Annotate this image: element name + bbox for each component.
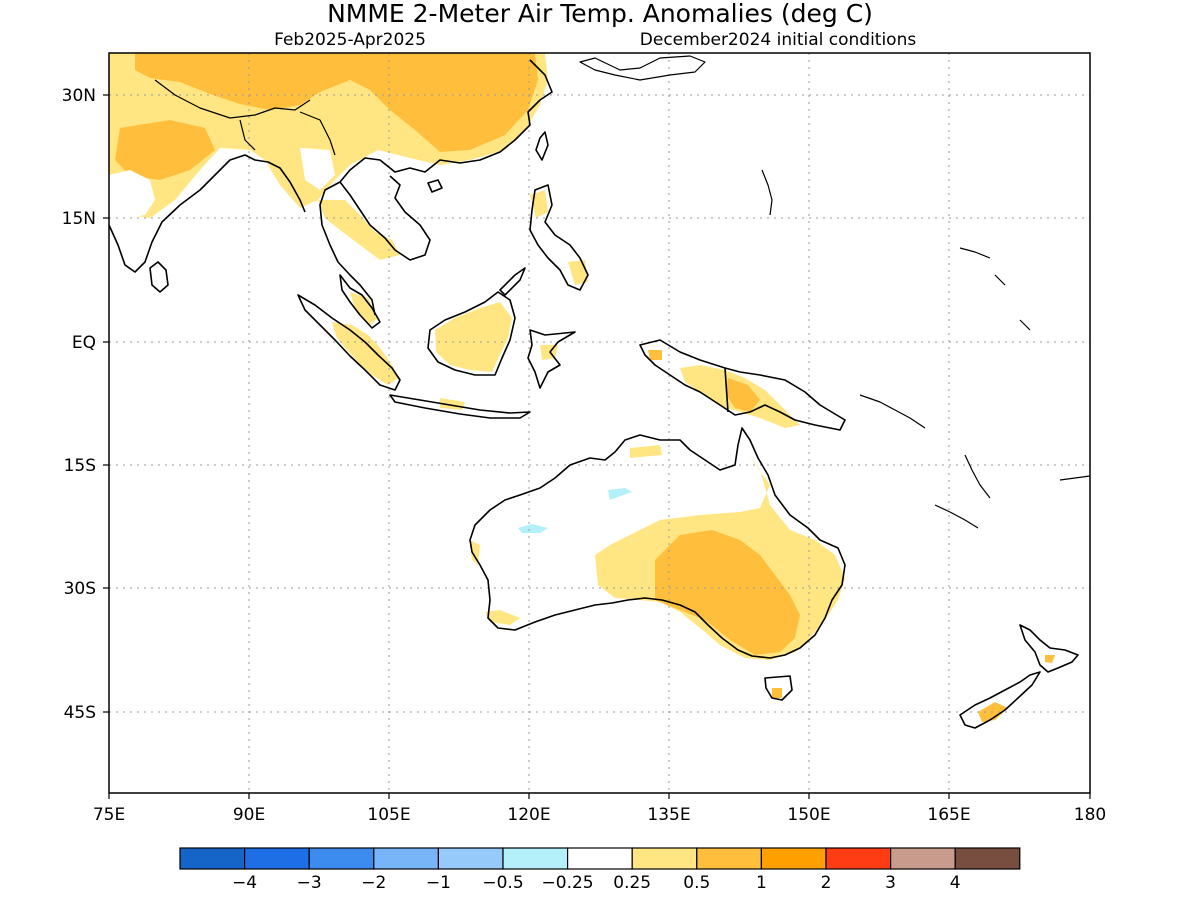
colorbar-label: 2 — [821, 873, 832, 893]
map-subtitle-right: December2024 initial conditions — [640, 30, 917, 50]
china-border — [154, 79, 336, 156]
indochina-warm — [318, 200, 400, 260]
colorbar-label: 1 — [756, 873, 767, 893]
colorbar-swatch — [437, 847, 504, 870]
colorbar-swatch — [889, 847, 956, 870]
coastlines — [109, 55, 1090, 729]
colorbar-label: 0.25 — [613, 873, 651, 893]
malay-peninsula — [339, 274, 381, 329]
tasmania-coast — [764, 675, 793, 701]
x-tick-label: 75E — [93, 805, 125, 825]
x-tick-label: 180 — [1074, 805, 1106, 825]
australia-cool — [518, 488, 632, 533]
y-tick-labels: 30N 15N EQ 15S 30S 45S — [62, 86, 96, 723]
borneo-coast — [427, 291, 516, 376]
colorbar-label: 4 — [950, 873, 961, 893]
myanmar-white — [300, 148, 335, 190]
anomaly-shading — [109, 53, 1055, 722]
colorbar — [179, 847, 1021, 870]
colorbar-swatch — [566, 847, 633, 870]
asia-coastline — [319, 59, 553, 316]
new-zealand-south — [959, 671, 1041, 729]
philippines-warm — [530, 190, 588, 285]
x-tick-label: 135E — [647, 805, 690, 825]
map-frame — [108, 52, 1091, 794]
sulawesi-coast — [527, 329, 576, 389]
sri-lanka — [149, 261, 169, 293]
colorbar-label: 3 — [885, 873, 896, 893]
new-guinea-coast — [639, 339, 846, 431]
map-title: NMME 2-Meter Air Temp. Anomalies (deg C) — [327, 0, 873, 28]
australia-coast — [469, 427, 846, 659]
colorbar-swatch — [179, 847, 246, 870]
hainan — [427, 179, 443, 193]
colorbar-label: −3 — [297, 873, 322, 893]
colorbar-labels: −4 −3 −2 −1 −0.5 −0.25 0.25 0.5 1 2 3 4 — [232, 873, 961, 893]
x-tick-labels: 75E 90E 105E 120E 135E 150E 165E 180 — [93, 805, 1106, 825]
pacific-islands — [761, 169, 1090, 529]
java-coast — [389, 394, 531, 419]
australia-core-warm — [655, 530, 800, 655]
y-tick-label: 30N — [62, 86, 96, 106]
y-tick-label: 45S — [64, 703, 96, 723]
japan-islands — [579, 55, 706, 81]
sumatra-coast — [297, 294, 401, 391]
axis-ticks — [103, 94, 1091, 799]
colorbar-swatch — [373, 847, 439, 870]
x-tick-label: 105E — [367, 805, 410, 825]
colorbar-label: −0.25 — [542, 873, 594, 893]
philippines-coast — [499, 184, 589, 296]
colorbar-label: 0.5 — [683, 873, 710, 893]
new-zealand-north — [1019, 624, 1079, 673]
y-tick-label: EQ — [72, 333, 96, 353]
y-tick-label: 15N — [62, 209, 96, 229]
new-guinea-west — [648, 350, 662, 360]
china-core-warm — [135, 53, 538, 152]
colorbar-label: −1 — [426, 873, 451, 893]
colorbar-label: −4 — [232, 873, 257, 893]
malaysia-warm — [350, 292, 378, 325]
colorbar-swatch — [244, 847, 310, 870]
x-tick-label: 150E — [787, 805, 830, 825]
ocean-background — [109, 53, 1090, 793]
colorbar-swatch — [760, 847, 827, 870]
india-white — [109, 170, 155, 222]
colorbar-swatch — [825, 847, 892, 870]
colorbar-label: −0.5 — [482, 873, 523, 893]
y-tick-label: 30S — [64, 579, 96, 599]
x-tick-label: 165E — [927, 805, 970, 825]
borneo-warm — [435, 302, 512, 372]
india-coastline — [109, 154, 306, 273]
australia-west-warm — [470, 540, 520, 625]
colorbar-swatch — [308, 847, 375, 870]
new-zealand-warm — [978, 655, 1055, 722]
tasmania-warm — [772, 688, 782, 698]
colorbar-label: −2 — [361, 873, 386, 893]
colorbar-swatch — [502, 847, 569, 870]
china-core-warm-2 — [115, 120, 215, 180]
colorbar-swatch — [631, 847, 698, 870]
colorbar-swatch — [954, 847, 1021, 870]
australia-north-warm — [630, 445, 662, 458]
taiwan — [535, 131, 549, 161]
map-subtitle-left: Feb2025-Apr2025 — [274, 30, 426, 50]
x-tick-label: 120E — [507, 805, 550, 825]
map-grid — [109, 53, 1090, 793]
map-plot-area — [109, 53, 1090, 793]
new-guinea-core — [726, 378, 760, 412]
sumatra-warm — [332, 322, 398, 385]
y-tick-label: 15S — [64, 456, 96, 476]
x-tick-label: 90E — [233, 805, 265, 825]
colorbar-swatch — [696, 847, 762, 870]
